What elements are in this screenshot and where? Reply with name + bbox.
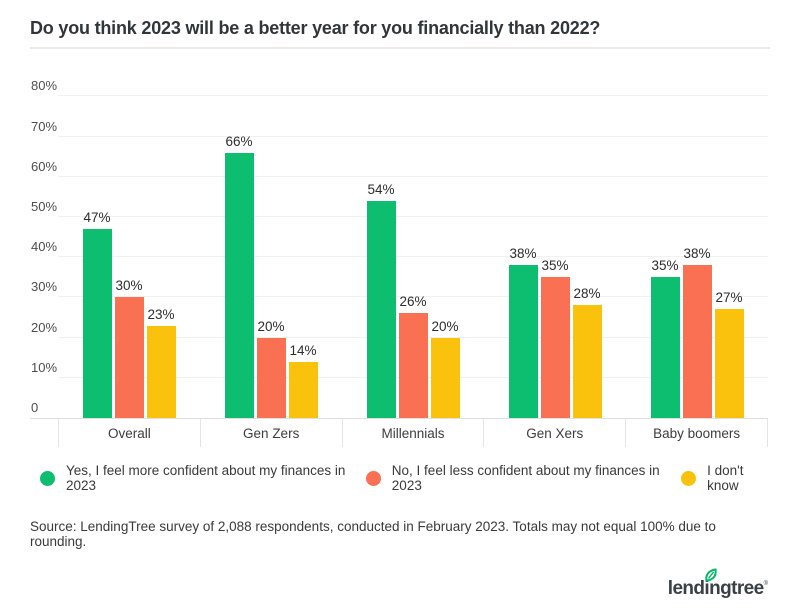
source-note: Source: LendingTree survey of 2,088 resp… — [30, 519, 716, 549]
bar-chart: 80% 70% 60% 50% 40% 30% 20% 10% 0 47% 30% 23% 66% 20%… — [30, 74, 768, 447]
bar-group-gen-xers: 38% 35% 28% — [484, 74, 626, 418]
bar-wrap: 35% — [540, 258, 570, 418]
gridline — [58, 296, 768, 298]
bar — [650, 277, 680, 418]
bar — [430, 337, 460, 418]
bar-value-label: 30% — [115, 278, 143, 294]
y-axis-tick-label: 0 — [31, 400, 39, 415]
y-axis-tick-label: 70% — [31, 118, 58, 134]
logo-inner: lendingtree® — [667, 568, 768, 599]
x-axis-label-gen-xers: Gen Xers — [483, 419, 625, 447]
legend: Yes, I feel more confident about my fina… — [40, 463, 770, 493]
bar — [714, 309, 744, 418]
y-axis-tick-label: 40% — [31, 239, 58, 255]
bar — [256, 337, 286, 418]
logo-trademark: ® — [763, 581, 768, 587]
bar — [288, 361, 318, 418]
bar — [572, 305, 602, 418]
gridline — [58, 216, 768, 217]
x-axis-label-overall: Overall — [58, 419, 200, 447]
logo-text: lendingtree — [667, 578, 764, 599]
bar-value-label: 35% — [651, 258, 679, 274]
bar-wrap: 38% — [682, 246, 712, 418]
bar-wrap: 26% — [398, 294, 428, 418]
gridline — [58, 95, 768, 97]
lendingtree-logo: lendingtree® — [667, 568, 768, 600]
legend-item: I don't know — [681, 463, 770, 493]
bar — [114, 297, 144, 418]
bar — [540, 277, 570, 418]
bar-value-label: 35% — [541, 258, 569, 274]
bar — [82, 229, 112, 418]
page-title: Do you think 2023 will be a better year … — [30, 18, 601, 38]
y-axis-tick-label: 30% — [31, 279, 58, 295]
bar-wrap: 30% — [114, 278, 144, 418]
bar — [682, 265, 712, 418]
legend-dot-icon — [681, 470, 697, 486]
y-axis-tick-label: 20% — [31, 319, 58, 335]
bar — [146, 325, 176, 418]
legend-dot-icon — [40, 470, 55, 486]
bar-value-label: 26% — [399, 294, 427, 310]
legend-item: No, I feel less confident about my finan… — [365, 463, 664, 493]
y-axis-tick-label: 50% — [31, 199, 58, 214]
gridline — [58, 175, 768, 177]
legend-dot-icon — [365, 470, 381, 486]
bar-groups: 47% 30% 23% 66% 20% 14% 54% 26% 20% 38% 35% 28% 35% 3… — [58, 74, 768, 418]
x-axis: Overall Gen Zers Millennials Gen Xers Baby b… — [58, 419, 768, 447]
x-axis-label-millennials: Millennials — [341, 419, 484, 447]
bar-wrap: 14% — [288, 343, 318, 418]
bar-wrap: 38% — [508, 246, 538, 418]
bar — [366, 200, 396, 418]
bar-value-label: 14% — [289, 342, 317, 358]
bar-group-baby-boomers: 35% 38% 27% — [626, 74, 768, 418]
gridline — [58, 135, 768, 137]
bar-wrap: 23% — [146, 307, 176, 418]
gridline — [58, 256, 768, 258]
bar-group-gen-zers: 66% 20% 14% — [200, 74, 342, 418]
y-axis-tick-label: 80% — [31, 78, 58, 94]
bar-wrap: 35% — [650, 258, 680, 418]
bar-value-label: 27% — [715, 290, 743, 306]
bar-wrap: 27% — [714, 290, 744, 418]
bar-group-millennials: 54% 26% 20% — [342, 74, 484, 418]
bar-wrap: 47% — [82, 210, 112, 418]
bar-value-label: 66% — [225, 133, 253, 149]
y-axis-tick-label: 60% — [31, 158, 58, 174]
bar — [398, 313, 428, 418]
legend-label: I don't know — [707, 463, 744, 493]
bar — [508, 265, 538, 418]
bar-wrap: 20% — [256, 319, 286, 418]
legend-item: Yes, I feel more confident about my fina… — [40, 463, 349, 493]
legend-label: Yes, I feel more confident about my fina… — [66, 463, 346, 493]
bar-value-label: 54% — [367, 181, 395, 197]
bar-value-label: 38% — [509, 246, 537, 262]
bar-wrap: 54% — [366, 182, 396, 418]
plot-area: 80% 70% 60% 50% 40% 30% 20% 10% 0 47% 30% 23% 66% 20%… — [30, 74, 768, 419]
bar-value-label: 38% — [683, 246, 711, 262]
legend-label: No, I feel less confident about my finan… — [391, 463, 660, 493]
title-divider — [30, 47, 770, 49]
bar-value-label: 28% — [573, 286, 601, 302]
bar — [224, 152, 254, 418]
x-axis-label-baby-boomers: Baby boomers — [625, 419, 768, 447]
bar-value-label: 20% — [431, 318, 459, 334]
bar-value-label: 23% — [147, 306, 175, 322]
x-axis-label-gen-zers: Gen Zers — [199, 419, 342, 447]
bar-value-label: 47% — [83, 210, 111, 226]
y-axis-tick-label: 10% — [31, 359, 58, 375]
bar-wrap: 20% — [430, 319, 460, 418]
bar-value-label: 20% — [257, 318, 285, 334]
leaf-icon — [705, 568, 717, 582]
bar-wrap: 66% — [224, 134, 254, 418]
bar-group-overall: 47% 30% 23% — [58, 74, 200, 418]
bar-wrap: 28% — [572, 286, 602, 418]
